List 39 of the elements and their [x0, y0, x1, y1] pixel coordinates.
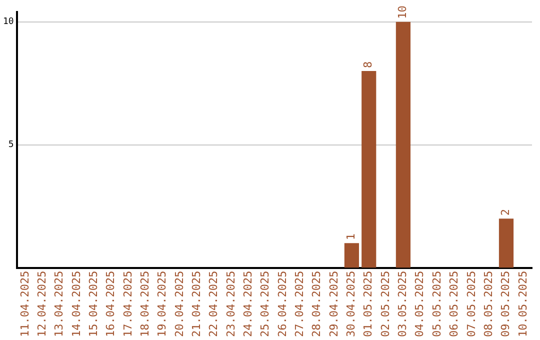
data-label: 1 — [344, 234, 358, 240]
bar — [498, 218, 514, 268]
x-tick-label: 18.04.2025 — [138, 270, 152, 338]
y-tick-label: 5 — [8, 140, 14, 150]
x-tick-label: 07.05.2025 — [464, 270, 478, 338]
data-label: 8 — [362, 61, 375, 68]
x-tick-label: 01.05.2025 — [362, 270, 375, 338]
x-tick-label: 10.05.2025 — [516, 270, 530, 338]
x-tick-label: 16.04.2025 — [104, 270, 118, 338]
x-tick-label: 30.04.2025 — [344, 270, 358, 338]
x-tick-label: 21.04.2025 — [190, 270, 204, 338]
data-label: 10 — [396, 6, 410, 19]
x-tick-label: 29.04.2025 — [327, 270, 340, 338]
x-tick-label: 15.04.2025 — [86, 270, 100, 338]
x-tick-label: 27.04.2025 — [293, 270, 306, 338]
bar — [344, 243, 359, 268]
x-tick-label: 14.04.2025 — [70, 270, 83, 338]
x-tick-label: 05.05.2025 — [430, 270, 444, 338]
x-tick-label: 04.05.2025 — [413, 270, 426, 338]
x-tick-label: 11.04.2025 — [18, 270, 32, 338]
bar — [396, 22, 411, 268]
x-tick-label: 12.04.2025 — [35, 270, 48, 338]
x-tick-label: 19.04.2025 — [156, 270, 169, 338]
x-tick-label: 20.04.2025 — [172, 270, 186, 338]
x-tick-label: 09.05.2025 — [499, 270, 512, 338]
x-tick-label: 23.04.2025 — [224, 270, 238, 338]
x-tick-label: 02.05.2025 — [378, 270, 392, 338]
x-tick-label: 08.05.2025 — [482, 270, 495, 338]
x-tick-label: 03.05.2025 — [396, 270, 410, 338]
data-label: 2 — [499, 208, 512, 216]
x-tick-label: 22.04.2025 — [207, 270, 220, 338]
x-tick-label: 24.04.2025 — [242, 270, 255, 338]
x-tick-label: 06.05.2025 — [448, 270, 461, 338]
x-tick-label: 13.04.2025 — [52, 270, 66, 338]
x-tick-label: 28.04.2025 — [310, 270, 324, 338]
bar — [362, 71, 376, 268]
x-tick-label: 26.04.2025 — [276, 270, 289, 338]
x-tick-label: 17.04.2025 — [121, 270, 134, 338]
x-tick-label: 25.04.2025 — [258, 270, 272, 338]
